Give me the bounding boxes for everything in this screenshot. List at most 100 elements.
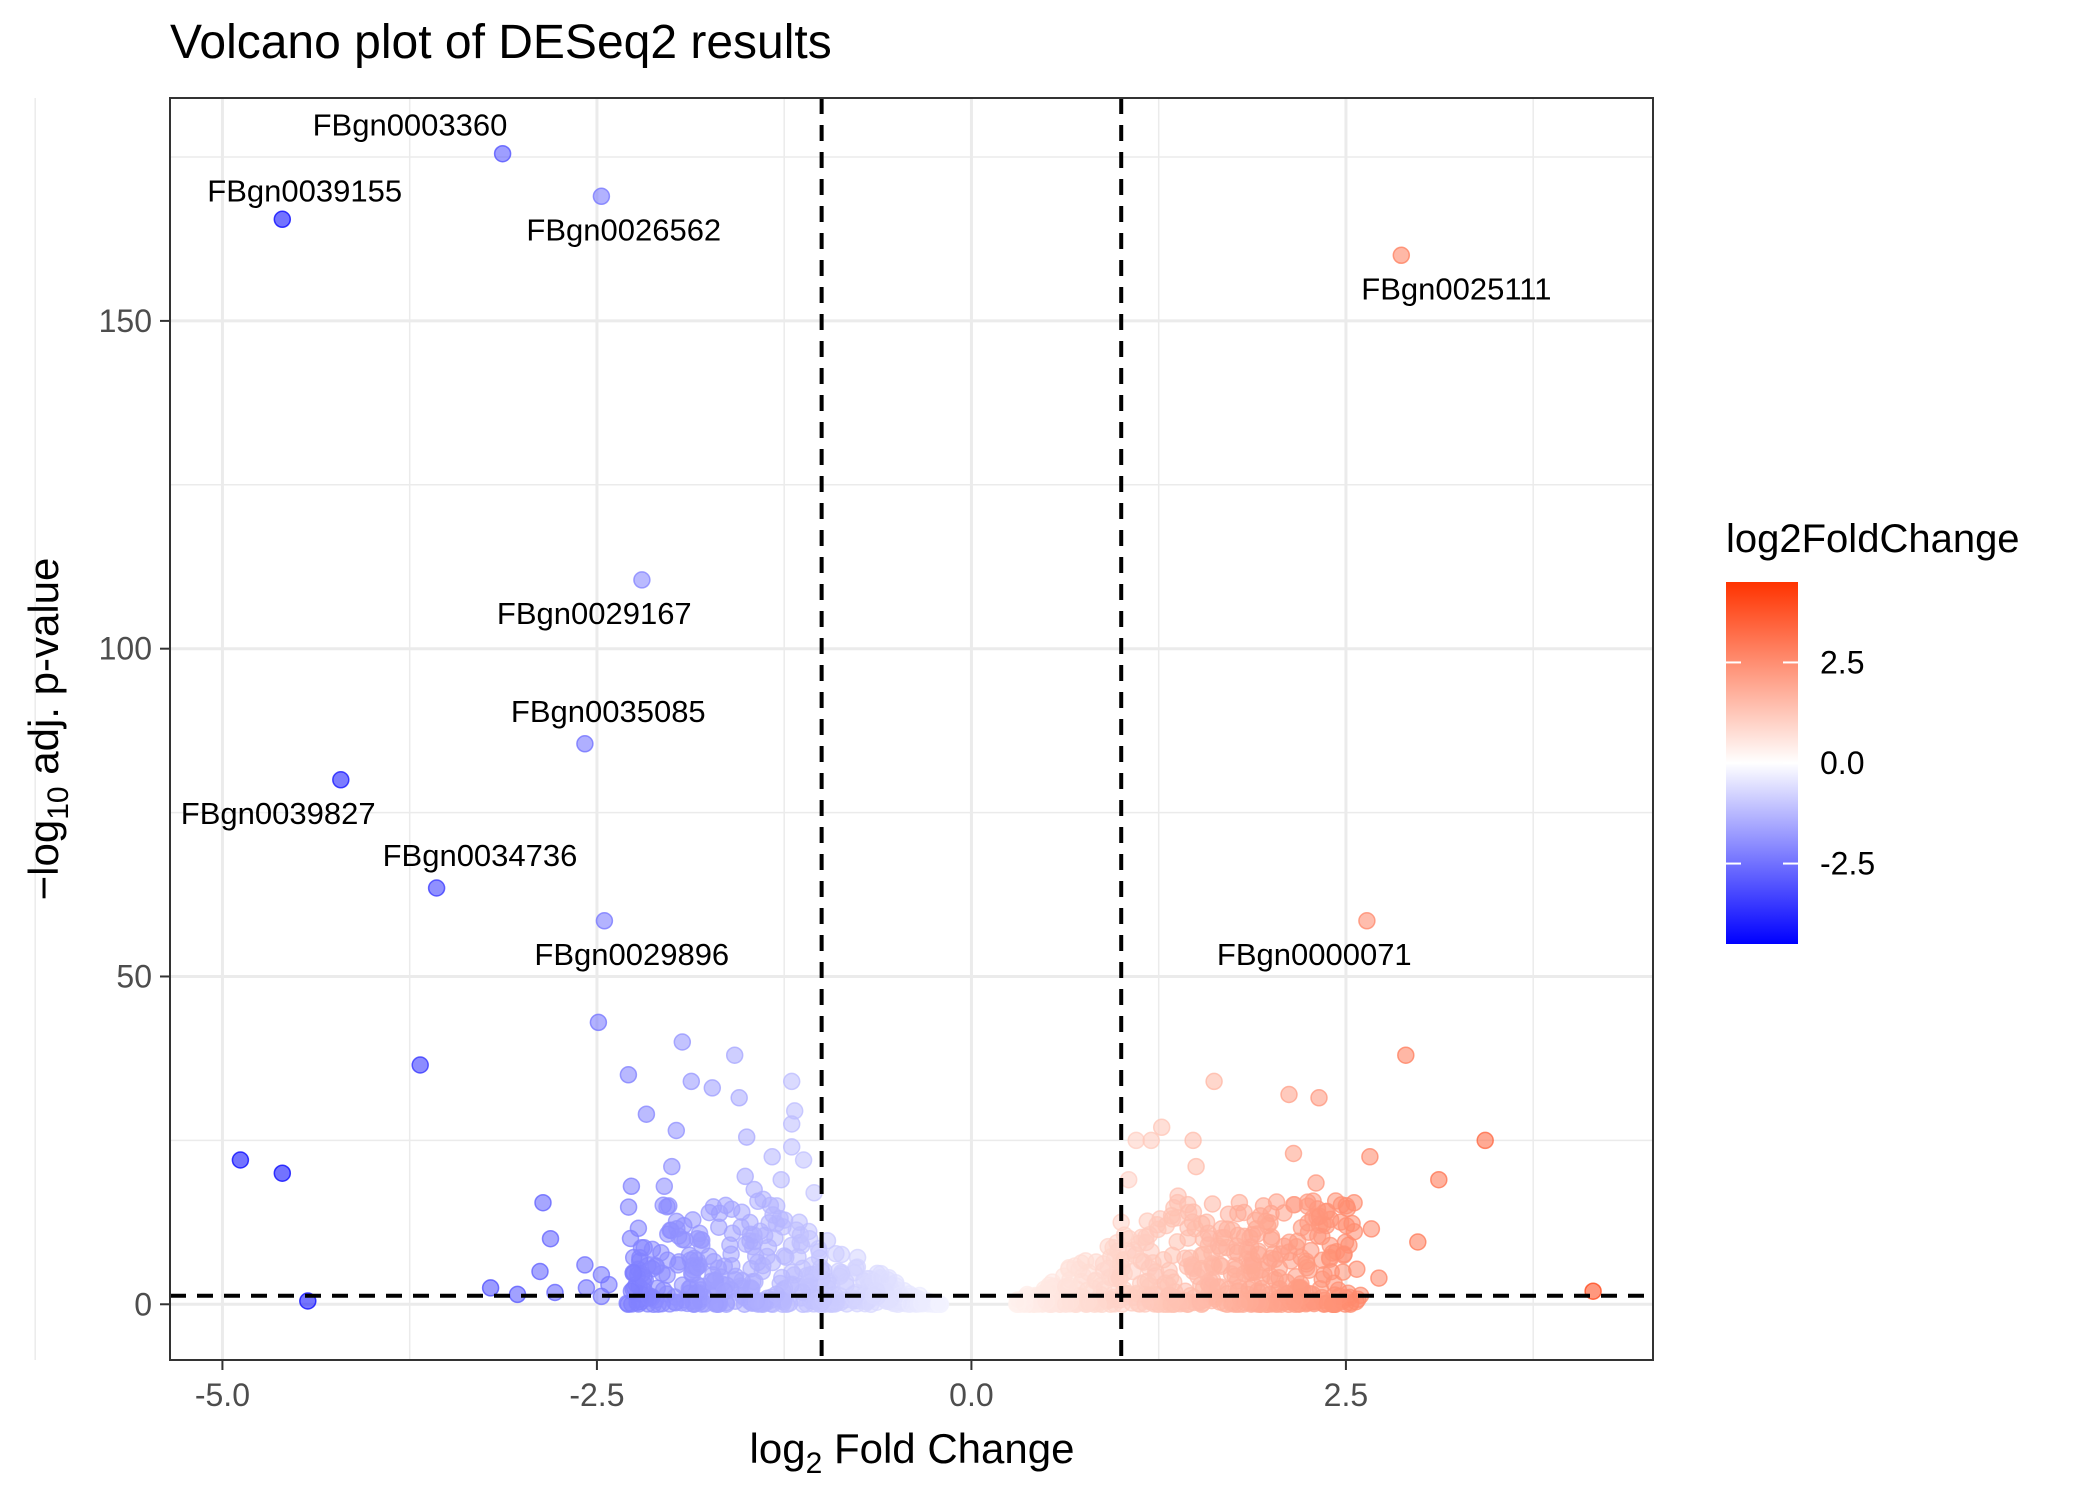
data-point (781, 1276, 800, 1295)
data-point (785, 1102, 804, 1120)
data-point (685, 1249, 704, 1268)
data-point (1184, 1131, 1202, 1150)
data-point (1056, 1278, 1075, 1296)
point-label: FBgn0029896 (534, 937, 729, 972)
data-point (1476, 1131, 1494, 1150)
data-point (1331, 1213, 1350, 1231)
data-point (531, 1262, 549, 1281)
data-point (669, 1256, 687, 1274)
data-point (1313, 1251, 1332, 1269)
point-label: FBgn0003360 (313, 108, 508, 143)
data-point (1087, 1271, 1105, 1289)
data-point (1157, 1216, 1175, 1235)
data-point (1140, 1259, 1159, 1277)
data-point (1284, 1144, 1303, 1163)
data-point (1307, 1174, 1325, 1192)
data-point (703, 1079, 722, 1097)
x-axis-label-prefix: log (750, 1425, 806, 1472)
data-point (1299, 1223, 1318, 1241)
data-point (1409, 1233, 1427, 1251)
data-point (722, 1200, 741, 1218)
labeled-data-point (427, 879, 446, 897)
x-tick-label: 0.0 (949, 1377, 993, 1413)
data-point (1179, 1203, 1198, 1222)
data-point (1056, 1295, 1075, 1313)
data-point (672, 1293, 691, 1312)
data-point (772, 1170, 790, 1189)
legend-tick-label: 0.0 (1820, 745, 1864, 781)
data-point (737, 1128, 756, 1146)
x-axis: -5.0 -2.5 0.0 2.5 (195, 1360, 1368, 1413)
y-axis-label-suffix: adj. p-value (20, 558, 67, 787)
data-point (736, 1167, 754, 1186)
data-point (637, 1105, 656, 1123)
data-point (619, 1066, 638, 1084)
data-point (1335, 1245, 1353, 1263)
labeled-data-point (273, 210, 292, 229)
data-point (1318, 1294, 1337, 1313)
data-point (1189, 1267, 1207, 1286)
data-point (693, 1236, 711, 1255)
y-axis: 0 50 100 150 (99, 303, 170, 1322)
data-point (1361, 1148, 1379, 1166)
labeled-data-point (493, 144, 512, 163)
data-point (782, 1138, 801, 1156)
data-point (1160, 1261, 1178, 1280)
data-point (809, 1239, 828, 1258)
data-point (663, 1157, 681, 1176)
labeled-data-point (332, 771, 350, 789)
data-point (231, 1151, 250, 1169)
x-tick-label: -2.5 (569, 1377, 624, 1413)
data-point (273, 1164, 292, 1182)
legend-title: log2FoldChange (1726, 517, 2020, 561)
y-tick-label: 0 (134, 1286, 152, 1322)
point-label: FBgn0025111 (1361, 271, 1551, 306)
data-point (541, 1229, 560, 1248)
data-point (1334, 1263, 1352, 1281)
labeled-data-point (592, 187, 611, 206)
data-point (930, 1295, 948, 1314)
data-point (622, 1177, 641, 1196)
data-point (710, 1218, 728, 1236)
data-point (1280, 1085, 1298, 1104)
legend-tick-label: 2.5 (1820, 644, 1864, 680)
data-point (411, 1056, 429, 1074)
point-label: FBgn0039155 (207, 173, 402, 208)
data-point (725, 1046, 744, 1064)
data-point (1076, 1252, 1095, 1270)
data-point (1127, 1131, 1145, 1150)
y-axis-label-subscript: 10 (42, 786, 75, 819)
data-point (600, 1275, 618, 1294)
x-axis-label-suffix: Fold Change (822, 1425, 1074, 1472)
y-tick-label: 100 (99, 631, 152, 667)
data-point (1162, 1295, 1180, 1313)
data-point (1212, 1220, 1231, 1238)
data-point (546, 1283, 564, 1302)
data-point (1313, 1270, 1331, 1288)
data-point (481, 1279, 500, 1297)
y-axis-label: −log10 adj. p-value (20, 558, 75, 901)
data-point (682, 1072, 701, 1091)
data-point (1115, 1251, 1133, 1269)
data-point (1337, 1196, 1356, 1215)
point-label: FBgn0034736 (383, 838, 578, 873)
data-point (629, 1219, 648, 1238)
data-point (1285, 1195, 1304, 1214)
data-point (643, 1240, 662, 1259)
data-point (1247, 1220, 1265, 1238)
x-tick-label: 2.5 (1324, 1377, 1368, 1413)
data-point (619, 1198, 638, 1216)
data-point (763, 1253, 782, 1272)
data-point (655, 1177, 674, 1196)
labeled-data-point (1392, 246, 1411, 265)
data-point (790, 1213, 808, 1232)
data-point (709, 1259, 728, 1277)
plot-panel-border (169, 97, 1654, 1361)
data-point (845, 1289, 863, 1308)
y-axis-label-prefix: −log (20, 820, 67, 901)
point-label: FBgn0039827 (181, 796, 376, 831)
data-point (794, 1151, 813, 1169)
data-point (1285, 1293, 1304, 1311)
y-tick-label: 150 (99, 303, 152, 339)
